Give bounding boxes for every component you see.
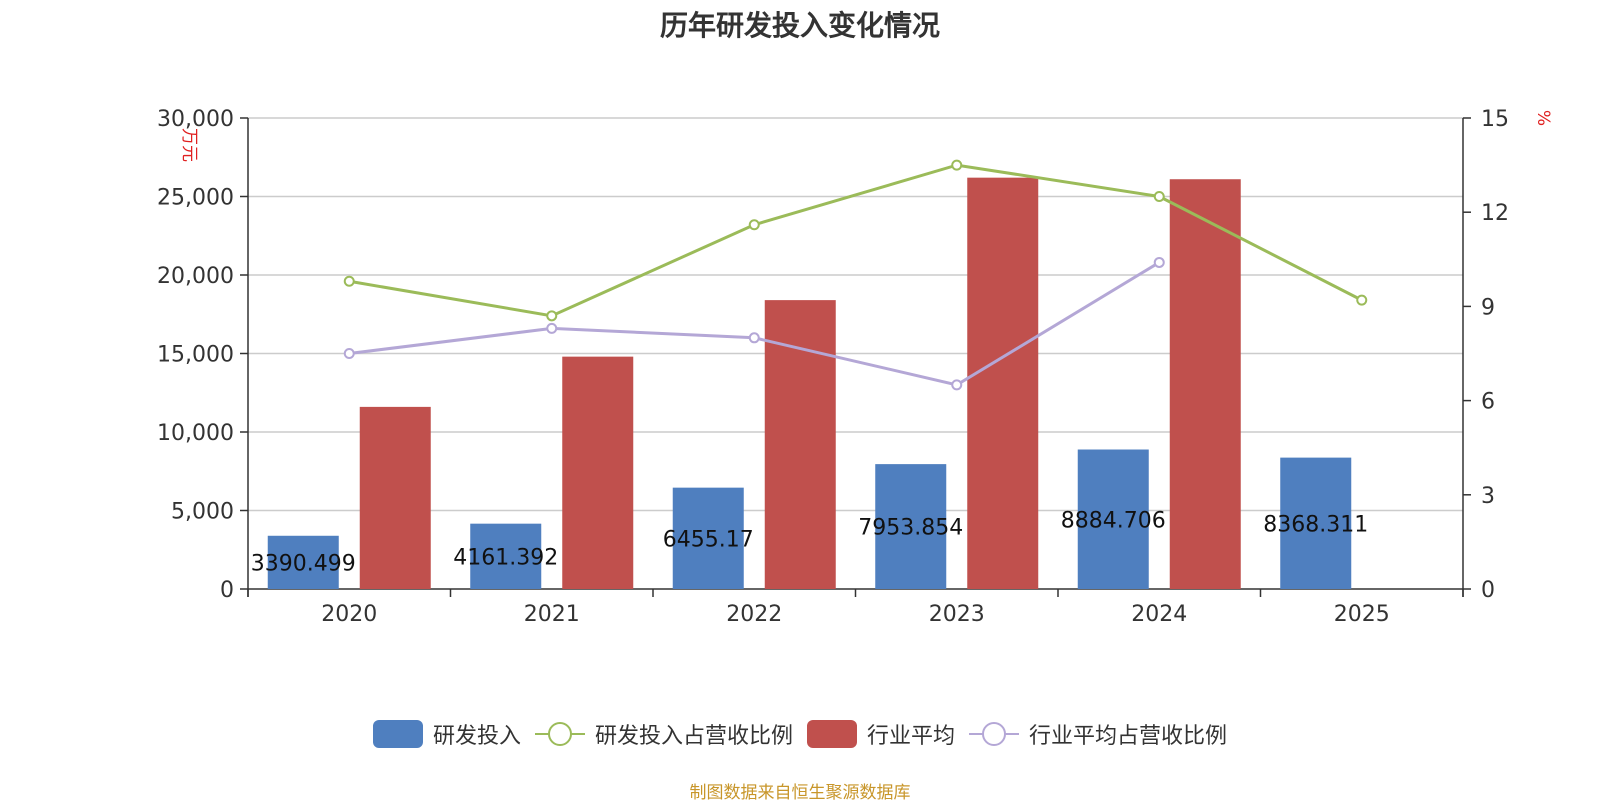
bar-rd <box>470 523 542 589</box>
legend-item-rd-ratio[interactable]: 研发投入占营收比例 <box>534 718 793 750</box>
data-label-rd: 4161.392 <box>453 545 558 570</box>
point-industry-ratio <box>546 322 558 334</box>
left-axis-tick-label: 20,000 <box>157 264 234 289</box>
line-rd-ratio <box>348 163 1363 318</box>
bar-rd <box>267 535 339 589</box>
legend-label-rd: 研发投入 <box>432 724 521 749</box>
bar-industry <box>967 177 1039 589</box>
legend-label-rd-ratio: 研发投入占营收比例 <box>594 724 793 749</box>
bar-rd <box>1280 457 1352 589</box>
legend-label-industry-ratio: 行业平均占营收比例 <box>1029 724 1228 749</box>
bar-rd <box>672 487 744 589</box>
left-axis-tick-label: 30,000 <box>157 107 234 132</box>
bar-industry <box>562 356 634 589</box>
legend-item-industry[interactable]: 行业平均 <box>807 718 955 750</box>
x-axis-tick-label: 2021 <box>524 602 580 627</box>
left-axis-tick-label: 15,000 <box>157 343 234 368</box>
point-rd-ratio <box>343 275 355 287</box>
legend-item-rd[interactable]: 研发投入 <box>372 718 521 750</box>
legend-swatch-rd <box>372 720 423 748</box>
right-axis-tick-label: 15 <box>1481 107 1509 132</box>
point-industry-ratio <box>1153 256 1165 268</box>
point-rd-ratio <box>1356 294 1368 306</box>
legend-swatch-rd-ratio <box>534 720 585 748</box>
right-axis-tick-label: 9 <box>1481 295 1495 320</box>
x-axis-tick-label: 2020 <box>321 602 377 627</box>
data-label-rd: 3390.499 <box>251 551 356 576</box>
bar-rd <box>875 464 947 589</box>
point-industry-ratio <box>343 348 355 359</box>
legend-item-industry-ratio[interactable]: 行业平均占营收比例 <box>969 718 1227 750</box>
x-axis-tick-label: 2022 <box>726 602 782 627</box>
left-axis-tick-label: 25,000 <box>157 186 234 211</box>
source-note: 制图数据来自恒生聚源数据库 <box>689 783 911 803</box>
right-axis-tick-label: 3 <box>1481 484 1495 509</box>
bar-rd <box>1077 449 1149 589</box>
data-label-rd: 6455.17 <box>663 527 754 552</box>
chart-title: 历年研发投入变化情况 <box>659 9 940 42</box>
legend-swatch-industry-ratio <box>969 720 1020 748</box>
point-rd-ratio <box>748 219 760 231</box>
point-rd-ratio <box>951 159 963 171</box>
point-rd-ratio <box>1153 191 1165 202</box>
point-industry-ratio <box>748 332 760 344</box>
right-axis-tick-label: 0 <box>1481 578 1495 603</box>
data-label-rd: 8884.706 <box>1061 508 1166 533</box>
point-industry-ratio <box>951 379 963 391</box>
bar-industry <box>1169 179 1241 590</box>
x-axis-tick-label: 2024 <box>1131 602 1187 627</box>
left-axis-tick-label: 0 <box>220 578 234 603</box>
data-label-rd: 8368.311 <box>1263 512 1368 537</box>
legend-label-industry: 行业平均 <box>867 724 956 749</box>
right-axis-tick-label: 6 <box>1481 390 1495 415</box>
right-axis-tick-label: 12 <box>1481 201 1509 226</box>
left-axis-tick-label: 10,000 <box>157 421 234 446</box>
bar-industry <box>359 406 431 589</box>
x-axis-tick-label: 2023 <box>929 602 985 627</box>
legend: 研发投入 研发投入占营收比例 行业平均 行业平均占营收比例 <box>0 718 1600 750</box>
right-axis-unit: % <box>1533 110 1553 126</box>
data-label-rd: 7953.854 <box>858 516 963 541</box>
legend-swatch-industry <box>807 720 857 748</box>
x-axis-tick-label: 2025 <box>1334 602 1390 627</box>
point-rd-ratio <box>546 310 558 322</box>
left-axis-tick-label: 5,000 <box>171 500 234 525</box>
left-axis-unit: 万元 <box>179 128 199 162</box>
